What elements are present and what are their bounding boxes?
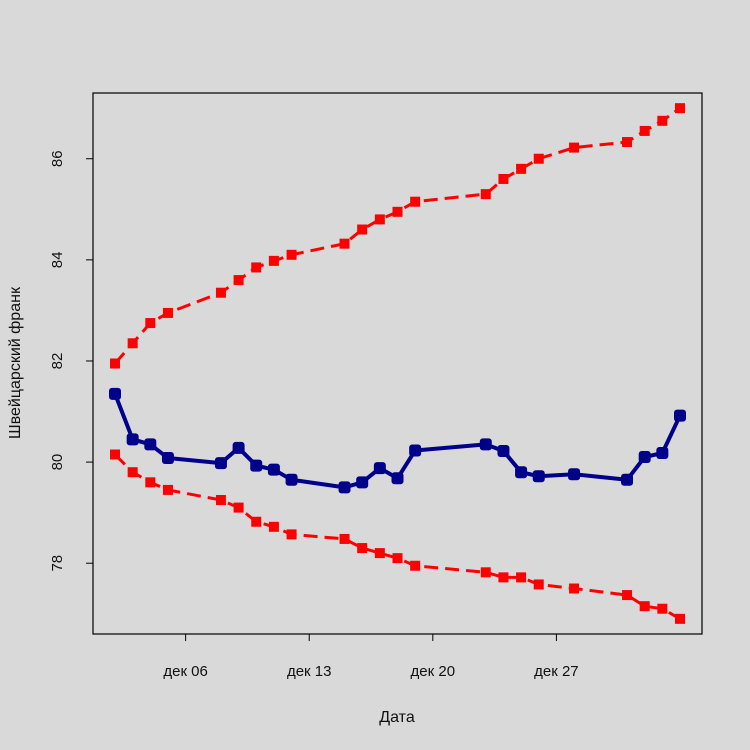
series-line [113,453,681,621]
data-point [357,224,368,235]
data-point [675,613,685,624]
x-axis: дек 06 дек 13 дек 20 дек 27 [163,634,579,680]
data-point [656,446,669,459]
data-point [533,579,544,590]
data-point [409,444,422,457]
data-point [498,173,509,184]
data-point [497,444,510,457]
data-point [533,153,544,164]
x-tick-label: дек 20 [411,663,456,680]
data-point [126,433,139,446]
y-tick-label: 86 [49,150,66,167]
data-point [357,543,368,554]
data-point [356,476,369,489]
data-point [622,590,633,601]
data-point [569,583,580,594]
data-point [233,502,244,513]
series-0 [109,387,686,494]
y-tick-label: 84 [49,252,66,269]
data-point [127,338,138,349]
series-2 [110,449,685,624]
data-point [109,387,121,400]
data-point [144,438,157,451]
data-point [532,470,545,483]
series-line [113,106,681,365]
data-point [498,572,509,583]
data-point [392,553,403,564]
data-point [233,275,244,286]
x-tick-label: дек 27 [534,663,579,680]
data-point [657,603,668,614]
data-point [267,463,280,476]
x-tick-label: дек 13 [287,663,332,680]
data-point [391,472,404,485]
data-point [622,137,633,148]
data-point [569,142,580,153]
x-axis-title: Дата [379,709,415,726]
data-point [639,125,650,136]
data-point [251,516,262,527]
data-point [515,466,528,479]
data-point [638,451,651,464]
data-point [392,206,403,217]
data-point [162,307,173,318]
data-point [516,163,527,174]
series-layer [109,103,686,624]
data-point [675,103,685,114]
data-point [161,452,174,465]
data-point [215,287,226,298]
data-point [127,467,138,478]
data-point [338,481,351,494]
data-point [639,601,650,612]
data-point [286,529,297,540]
data-point [145,477,156,488]
plot-frame [92,92,703,635]
data-point [162,484,173,495]
data-point [516,572,527,583]
y-axis-title: Швейцарский франк [7,286,24,439]
data-point [621,473,634,486]
data-point [251,262,262,273]
data-point [110,449,120,460]
x-tick-label: дек 06 [163,663,208,680]
data-point [110,358,120,369]
data-point [232,441,245,454]
data-point [286,249,297,260]
data-point [268,255,279,266]
y-tick-label: 80 [49,454,66,471]
data-point [145,318,156,329]
data-point [374,548,385,559]
data-point [479,438,492,451]
data-point [657,115,668,126]
data-point [250,459,263,472]
data-point [480,189,491,200]
data-point [285,473,298,486]
data-point [674,409,686,422]
data-point [374,214,385,225]
data-point [215,495,226,506]
data-point [339,238,350,249]
y-tick-label: 82 [49,353,66,370]
data-point [410,196,421,207]
data-point [214,457,227,470]
data-point [268,521,279,532]
data-point [410,560,421,571]
y-tick-label: 78 [49,555,66,572]
y-axis: 78 80 82 84 86 [49,150,93,572]
data-point [373,462,386,475]
series-1 [110,103,685,369]
data-point [339,533,350,544]
data-point [480,567,491,578]
data-point [568,468,581,481]
